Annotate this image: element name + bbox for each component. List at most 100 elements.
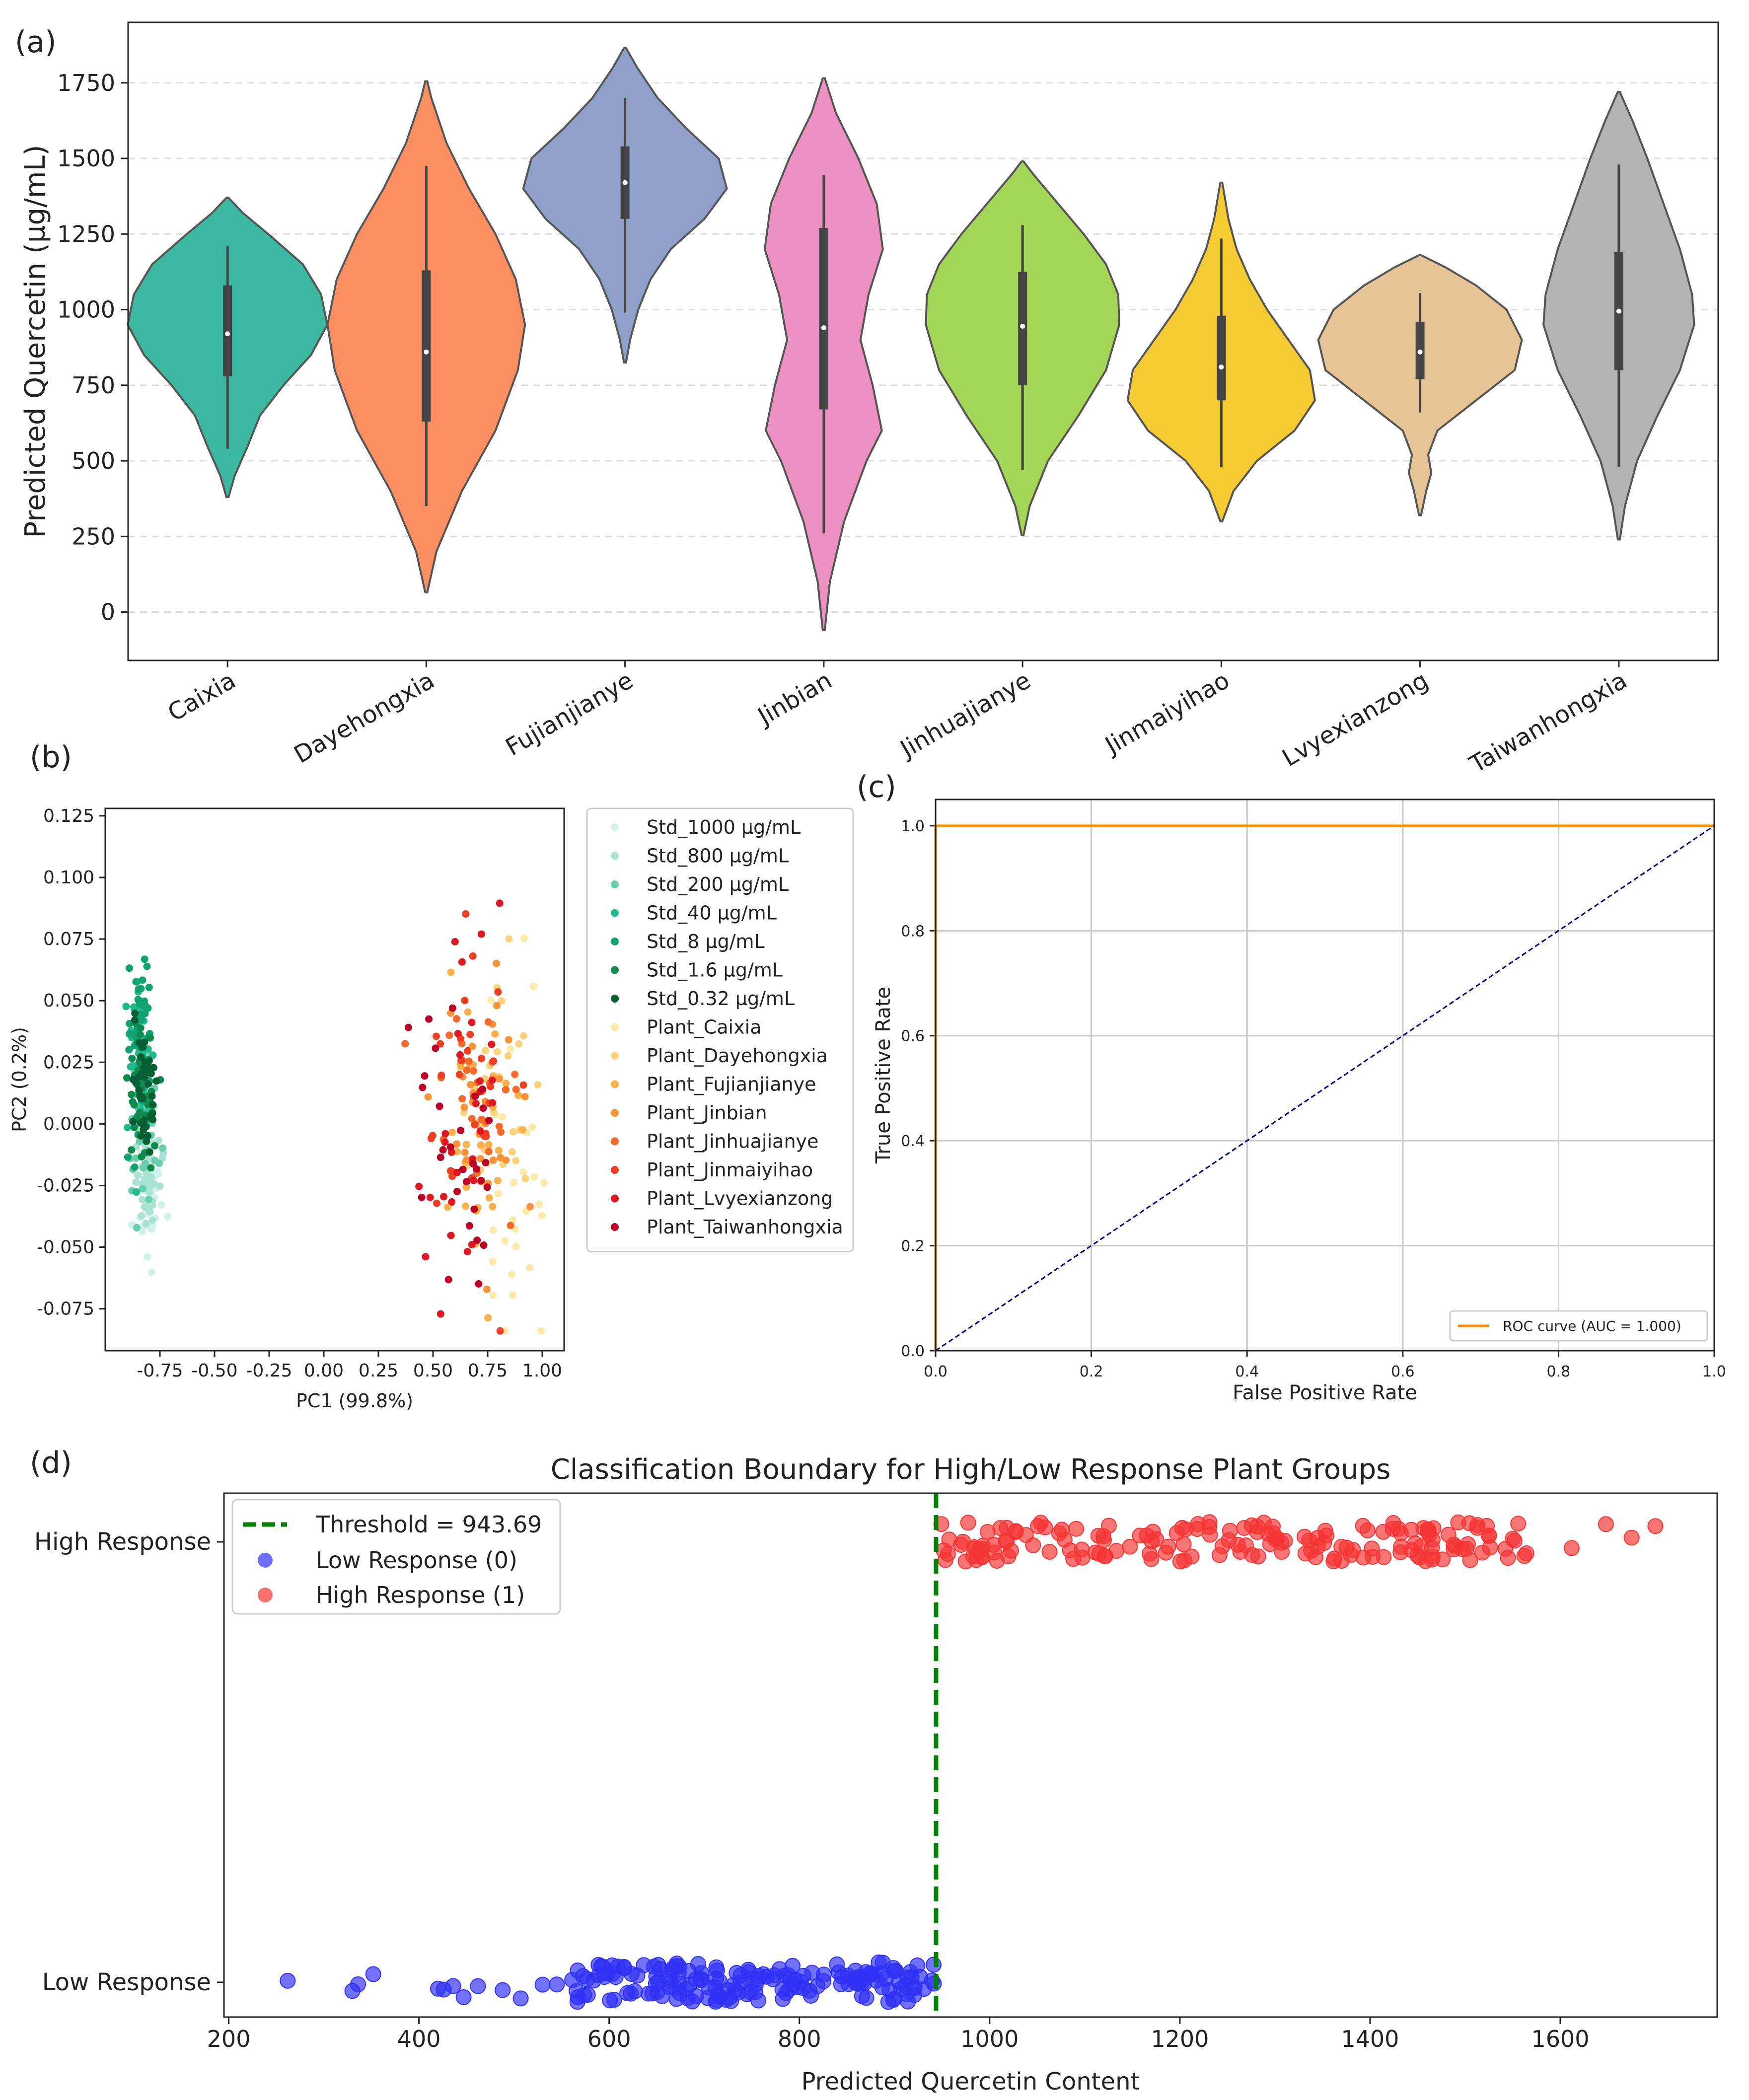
point-Std_8 µg/mL: [131, 1163, 139, 1171]
point-Plant_Caixia: [537, 1327, 545, 1335]
point-High Response (1): [1214, 1538, 1231, 1554]
point-Plant_Jinmaiyihao: [477, 1055, 485, 1063]
point-Plant_Taiwanhongxia: [436, 1102, 443, 1110]
x-tick-label-0.4: 0.4: [1235, 1363, 1259, 1380]
median-dot-Lvyexianzong: [1417, 349, 1423, 355]
x-tick-label-0.50: 0.50: [413, 1361, 453, 1381]
point-Std_0.32 µg/mL: [145, 1057, 153, 1065]
point-Low Response (0): [534, 1976, 551, 1993]
legend-box-c: [1449, 1310, 1708, 1342]
point-High Response (1): [979, 1523, 996, 1540]
point-Low Response (0): [881, 1982, 898, 1999]
point-Std_0.32 µg/mL: [139, 1043, 147, 1051]
x-tick-label-Lvyexianzong: Lvyexianzong: [1277, 666, 1433, 772]
point-High Response (1): [941, 1531, 957, 1548]
point-Plant_Jinhuajianye: [468, 1115, 476, 1123]
point-Plant_Jinmaiyihao: [432, 1032, 440, 1040]
point-Plant_Taiwanhongxia: [463, 1178, 471, 1186]
legend-label-Plant_Dayehongxia: Plant_Dayehongxia: [647, 1045, 828, 1067]
point-Plant_Lvyexianzong: [426, 1193, 434, 1201]
point-Plant_Caixia: [520, 934, 528, 942]
point-High Response (1): [1450, 1514, 1466, 1530]
legend-marker-Plant_Taiwanhongxia: [611, 1223, 619, 1231]
point-Plant_Caixia: [529, 982, 537, 990]
point-Plant_Jinbian: [424, 1093, 432, 1101]
point-Plant_Lvyexianzong: [441, 1138, 449, 1146]
panel-b-pca-scatter: (b) -0.75 -0.50 -0.25 0.00 0.25 0.50 0.75 1.00 -0…: [8, 740, 854, 1412]
point-High Response (1): [1469, 1520, 1485, 1536]
point-Plant_Jinhuajianye: [495, 1122, 503, 1130]
point-Std_0.32 µg/mL: [131, 1016, 139, 1024]
x-tick-label-Jinhuajianye: Jinhuajianye: [894, 666, 1035, 764]
point-Std_200 µg/mL: [155, 1159, 163, 1167]
point-Low Response (0): [690, 1956, 706, 1972]
point-Plant_Lvyexianzong: [470, 1176, 478, 1184]
point-Plant_Dayehongxia: [504, 1052, 512, 1060]
y-tick-label-1750: 1750: [57, 70, 115, 96]
point-Plant_Jinhuajianye: [512, 1086, 520, 1093]
point-Low Response (0): [350, 1976, 366, 1993]
legend-marker-Std_8 µg/mL: [611, 938, 619, 945]
point-Low Response (0): [646, 1958, 662, 1975]
point-Plant_Taiwanhongxia: [448, 1004, 456, 1012]
point-Std_40 µg/mL: [129, 1062, 137, 1070]
x-axis-label: Predicted Quercetin Content: [802, 2068, 1140, 2096]
point-High Response (1): [1310, 1538, 1326, 1555]
x-tick-label-1200: 1200: [1151, 2026, 1209, 2052]
point-Plant_Jinmaiyihao: [455, 1071, 463, 1079]
point-High Response (1): [1440, 1526, 1457, 1543]
point-High Response (1): [1007, 1524, 1023, 1540]
point-Plant_Dayehongxia: [493, 1048, 501, 1056]
point-Low Response (0): [796, 1967, 812, 1984]
x-tick-label-0.0: 0.0: [924, 1363, 947, 1380]
point-High Response (1): [1506, 1532, 1523, 1549]
panel-label-d: (d): [30, 1446, 72, 1480]
point-Std_8 µg/mL: [145, 984, 153, 992]
legend-marker-Std_800 µg/mL: [611, 852, 619, 860]
point-Plant_Lvyexianzong: [422, 1253, 430, 1261]
legend-marker-Std_0.32 µg/mL: [611, 995, 619, 1003]
point-High Response (1): [986, 1544, 1003, 1561]
point-Plant_Taiwanhongxia: [483, 1183, 491, 1191]
x-tick-label-800: 800: [778, 2026, 821, 2052]
point-Std_8 µg/mL: [135, 985, 143, 993]
point-Plant_Taiwanhongxia: [437, 1154, 444, 1161]
x-tick-label-1600: 1600: [1531, 2026, 1589, 2052]
point-High Response (1): [1563, 1540, 1580, 1556]
point-Plant_Fujianjianye: [453, 1148, 461, 1156]
point-Std_1.6 µg/mL: [147, 1164, 155, 1172]
legend-label-Std_1.6 µg/mL: Std_1.6 µg/mL: [647, 959, 783, 981]
point-Plant_Jinhuajianye: [445, 1031, 453, 1039]
point-Plant_Taiwanhongxia: [444, 1276, 452, 1284]
legend-marker-Std_1.6 µg/mL: [611, 966, 619, 974]
x-tick-label-200: 200: [207, 2026, 251, 2052]
y-tick-label-1.0: 1.0: [901, 818, 925, 835]
point-Plant_Fujianjianye: [464, 1008, 472, 1016]
point-Plant_Jinhuajianye: [485, 1148, 493, 1156]
point-Std_0.32 µg/mL: [145, 1080, 152, 1088]
point-High Response (1): [960, 1515, 976, 1531]
legend-box-b: [586, 807, 854, 1252]
x-tick-label-1.0: 1.0: [1702, 1363, 1726, 1380]
legend-label-low: Low Response (0): [316, 1547, 517, 1574]
y-tick-label-1000: 1000: [57, 296, 115, 323]
point-Plant_Lvyexianzong: [468, 1018, 476, 1026]
point-Std_1.6 µg/mL: [146, 1034, 154, 1042]
point-Plant_Jinmaiyihao: [464, 1047, 472, 1055]
point-Plant_Lvyexianzong: [496, 899, 504, 907]
point-Std_800 µg/mL: [132, 1178, 140, 1186]
point-Std_200 µg/mL: [159, 1144, 167, 1152]
point-Plant_Lvyexianzong: [441, 1130, 449, 1138]
point-Low Response (0): [564, 1972, 581, 1988]
point-Plant_Jinbian: [483, 1285, 491, 1293]
point-Plant_Taiwanhongxia: [469, 1160, 477, 1168]
legend-marker-high: [258, 1588, 273, 1602]
point-Plant_Jinbian: [467, 1081, 475, 1088]
plot-frame-d: [223, 1492, 1718, 2018]
median-dot-Caixia: [225, 331, 230, 337]
point-Plant_Lvyexianzong: [439, 1193, 447, 1201]
point-Plant_Caixia: [519, 1168, 527, 1176]
legend-marker-Plant_Lvyexianzong: [611, 1194, 619, 1203]
point-High Response (1): [1647, 1518, 1664, 1534]
point-High Response (1): [1249, 1524, 1265, 1540]
